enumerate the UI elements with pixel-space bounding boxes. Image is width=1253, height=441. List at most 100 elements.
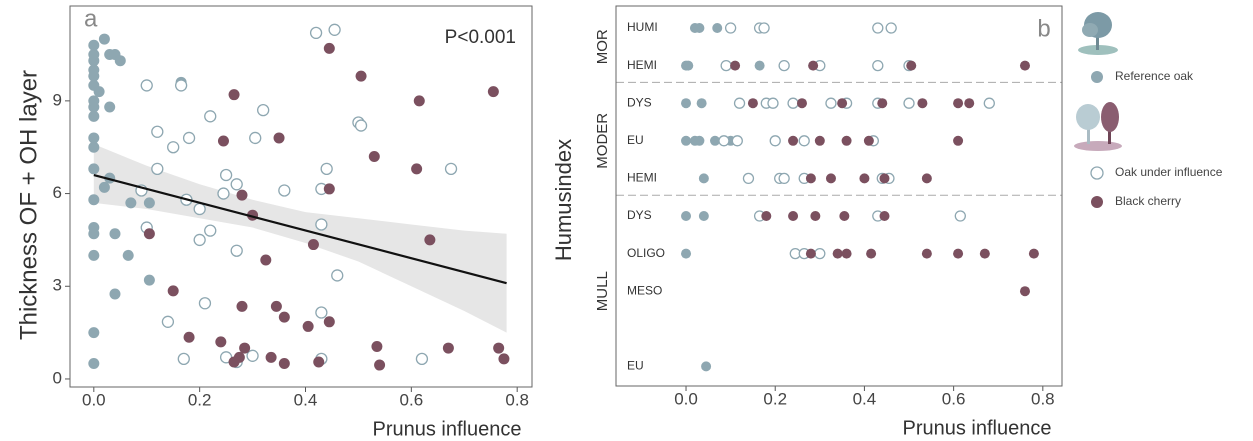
data-point bbox=[122, 249, 134, 261]
data-point bbox=[825, 97, 837, 109]
data-point bbox=[493, 342, 505, 354]
data-point bbox=[278, 311, 290, 323]
data-point bbox=[720, 59, 732, 72]
data-point bbox=[143, 274, 155, 286]
legend-marker bbox=[1091, 196, 1103, 208]
data-point bbox=[411, 163, 423, 175]
data-point bbox=[183, 331, 195, 343]
data-point bbox=[903, 97, 915, 109]
data-point bbox=[733, 97, 746, 109]
legend-icon-oak bbox=[1078, 12, 1118, 55]
y-tick-label: 6 bbox=[53, 183, 62, 202]
data-point bbox=[93, 86, 105, 98]
data-point bbox=[88, 358, 100, 370]
data-point bbox=[872, 59, 884, 72]
x-tick-label: 0.0 bbox=[674, 389, 698, 408]
data-point bbox=[1019, 286, 1030, 297]
data-point bbox=[839, 211, 850, 221]
data-point bbox=[114, 55, 126, 67]
data-point bbox=[983, 97, 995, 109]
data-point bbox=[1028, 248, 1039, 259]
data-point bbox=[217, 135, 229, 147]
data-point bbox=[906, 60, 917, 71]
legend-marker bbox=[1090, 166, 1104, 180]
data-point bbox=[109, 288, 121, 300]
data-point bbox=[270, 300, 282, 312]
data-point bbox=[217, 187, 230, 200]
category-label: MESO bbox=[627, 283, 662, 297]
data-point bbox=[681, 135, 692, 146]
data-point bbox=[313, 356, 325, 368]
data-point bbox=[177, 352, 190, 366]
data-point bbox=[167, 285, 179, 297]
data-point bbox=[879, 211, 890, 221]
fit-line bbox=[93, 173, 507, 285]
data-point bbox=[230, 244, 243, 257]
data-point bbox=[265, 351, 277, 363]
data-point bbox=[413, 95, 425, 107]
category-label: HEMI bbox=[627, 58, 657, 72]
x-tick-label: 0.6 bbox=[400, 390, 424, 409]
data-point bbox=[787, 97, 799, 109]
data-point bbox=[808, 60, 819, 71]
legend-marker bbox=[1091, 71, 1103, 83]
category-label: EU bbox=[627, 359, 644, 373]
data-point bbox=[88, 39, 100, 51]
data-point bbox=[724, 22, 737, 34]
data-point bbox=[215, 336, 227, 348]
data-point bbox=[954, 210, 966, 222]
data-point bbox=[143, 197, 155, 209]
data-point bbox=[767, 97, 779, 109]
data-point bbox=[260, 254, 272, 266]
data-point bbox=[921, 173, 932, 184]
x-tick-label: 0.2 bbox=[188, 390, 212, 409]
data-point bbox=[88, 327, 100, 339]
plot-frame bbox=[615, 5, 1063, 387]
plot-frame bbox=[69, 5, 533, 388]
data-point bbox=[320, 162, 333, 175]
data-point bbox=[698, 173, 709, 184]
data-point bbox=[109, 228, 121, 240]
data-point bbox=[104, 101, 116, 113]
data-point bbox=[953, 248, 964, 259]
data-point bbox=[278, 184, 291, 197]
data-point bbox=[151, 125, 164, 138]
data-point bbox=[315, 306, 328, 319]
data-point bbox=[814, 247, 826, 260]
data-point bbox=[161, 315, 175, 328]
x-axis-title: Prunus influence bbox=[903, 417, 1052, 439]
data-point bbox=[879, 173, 890, 184]
data-point bbox=[328, 23, 341, 36]
data-point bbox=[778, 59, 790, 72]
panel-label: b bbox=[1037, 15, 1050, 42]
data-point bbox=[778, 172, 790, 185]
data-point bbox=[788, 211, 799, 221]
x-tick-label: 0.2 bbox=[763, 389, 787, 408]
data-point bbox=[88, 222, 100, 234]
data-point bbox=[273, 132, 285, 144]
data-point bbox=[88, 249, 100, 261]
data-point bbox=[167, 141, 180, 154]
data-point bbox=[374, 359, 386, 371]
data-point bbox=[487, 86, 499, 98]
legend-label: Reference oak bbox=[1115, 69, 1194, 83]
data-point bbox=[88, 194, 100, 206]
x-tick-label: 0.4 bbox=[294, 390, 318, 409]
data-point bbox=[754, 60, 765, 71]
data-point bbox=[315, 218, 328, 231]
data-point bbox=[309, 26, 323, 40]
data-point bbox=[88, 95, 100, 107]
data-point bbox=[236, 189, 248, 201]
data-point bbox=[354, 119, 368, 132]
data-point bbox=[859, 173, 870, 184]
data-point bbox=[182, 131, 196, 145]
data-point bbox=[683, 60, 694, 71]
legend-icon-mixed bbox=[1074, 102, 1122, 151]
data-point bbox=[863, 135, 874, 146]
data-point bbox=[866, 248, 877, 259]
data-point bbox=[204, 224, 217, 237]
data-point bbox=[872, 22, 884, 34]
x-tick-label: 0.8 bbox=[505, 390, 529, 409]
data-point bbox=[246, 349, 259, 362]
